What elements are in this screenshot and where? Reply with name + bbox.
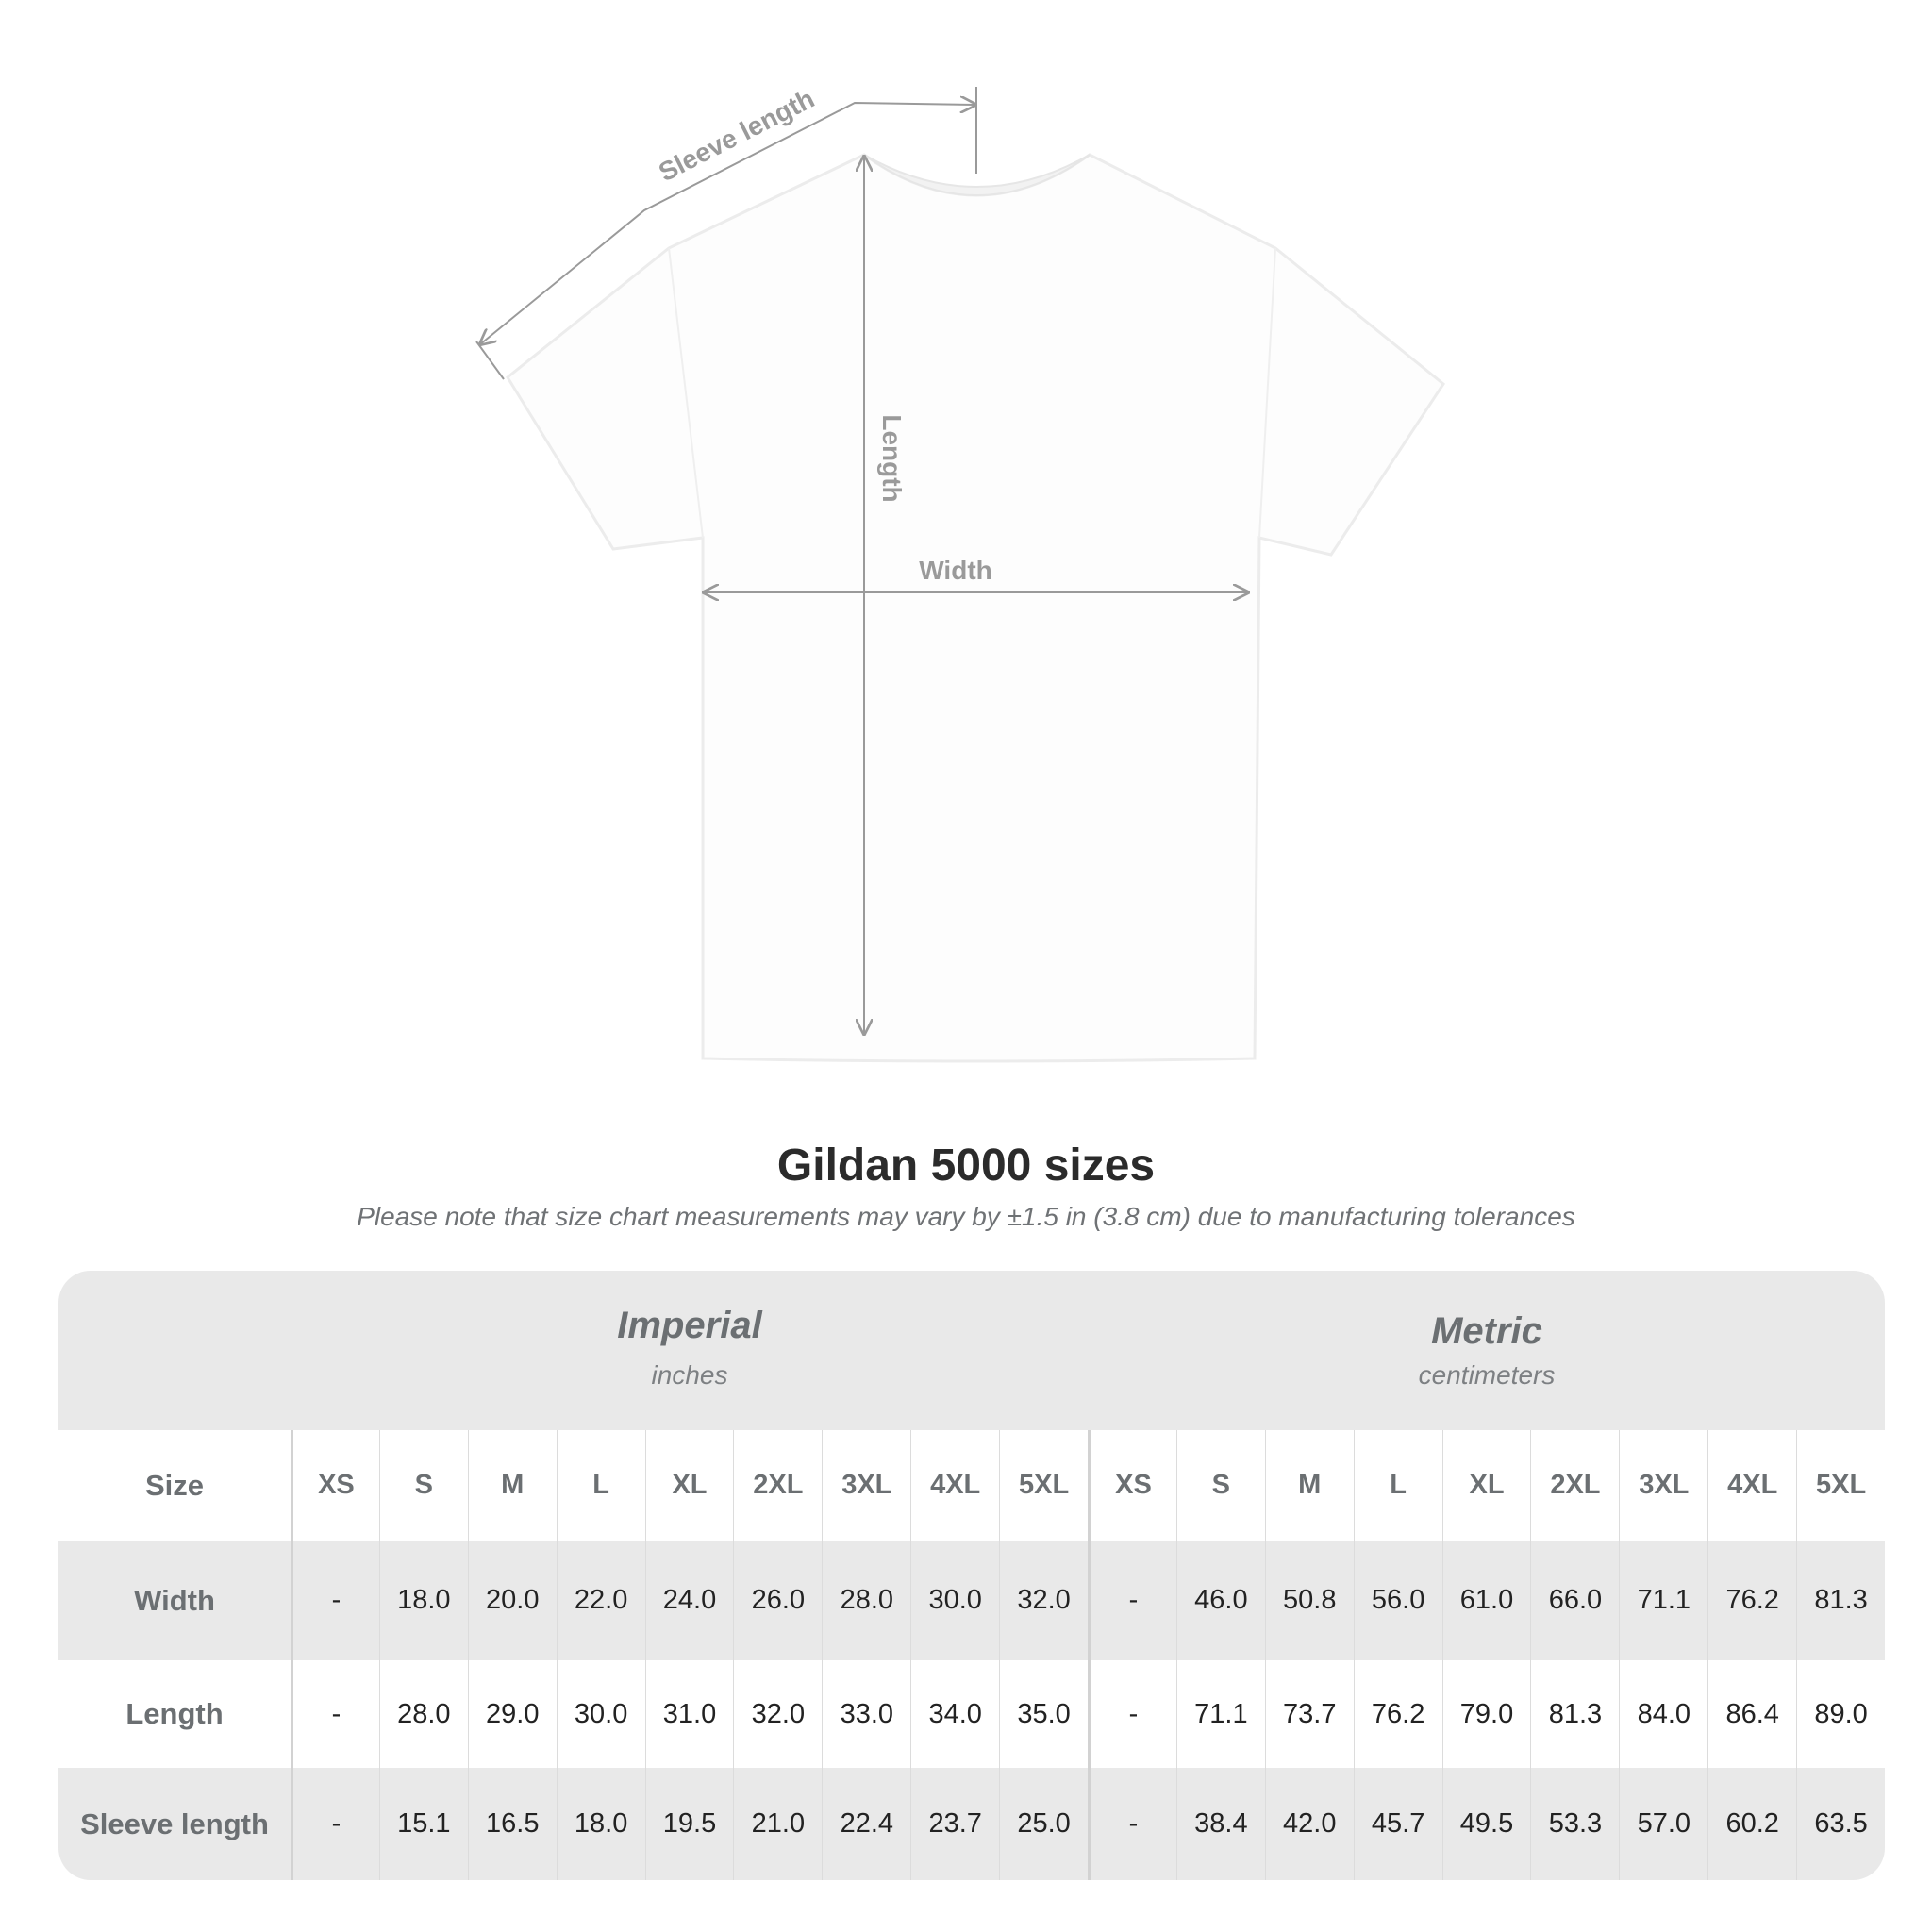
tshirt-shape bbox=[506, 153, 1445, 1063]
metric-value: 89.0 bbox=[1796, 1660, 1885, 1768]
page-title: Gildan 5000 sizes bbox=[776, 1141, 1156, 1191]
imperial-value: 29.0 bbox=[467, 1660, 557, 1768]
metric-value: 76.2 bbox=[1707, 1541, 1796, 1660]
imperial-value: 28.0 bbox=[378, 1660, 468, 1768]
metric-value: 73.7 bbox=[1264, 1660, 1354, 1768]
imperial-value: 18.0 bbox=[378, 1541, 468, 1660]
metric-value: 81.3 bbox=[1530, 1660, 1619, 1768]
imperial-value: 20.0 bbox=[467, 1541, 557, 1660]
imperial-value: 34.0 bbox=[910, 1660, 999, 1768]
tshirt-diagram: Length Width Sleeve length bbox=[475, 84, 1445, 1063]
size-imperial-xs: XS bbox=[291, 1430, 379, 1541]
imperial-value: 28.0 bbox=[822, 1541, 910, 1660]
size-metric-s: S bbox=[1175, 1430, 1265, 1541]
imperial-header: Imperial inches bbox=[617, 1305, 762, 1390]
table-row: Sleeve length -15.1 16.5 18.0 19.5 21.0 22.4 23… bbox=[58, 1768, 1885, 1880]
size-metric-4xl: 4XL bbox=[1707, 1430, 1796, 1541]
imperial-value: 35.0 bbox=[999, 1660, 1088, 1768]
metric-value: - bbox=[1088, 1541, 1176, 1660]
size-metric-5xl: 5XL bbox=[1796, 1430, 1885, 1541]
metric-value: 71.1 bbox=[1175, 1660, 1265, 1768]
imperial-value: 33.0 bbox=[822, 1660, 910, 1768]
imperial-value: 25.0 bbox=[999, 1768, 1088, 1880]
size-imperial-3xl: 3XL bbox=[822, 1430, 910, 1541]
metric-value: 49.5 bbox=[1441, 1768, 1531, 1880]
metric-value: - bbox=[1088, 1660, 1176, 1768]
imperial-value: 30.0 bbox=[910, 1541, 999, 1660]
size-imperial-4xl: 4XL bbox=[910, 1430, 999, 1541]
size-metric-3xl: 3XL bbox=[1619, 1430, 1707, 1541]
metric-value: 38.4 bbox=[1175, 1768, 1265, 1880]
size-metric-xs: XS bbox=[1088, 1430, 1176, 1541]
row-label: Sleeve length bbox=[80, 1807, 269, 1840]
metric-value: - bbox=[1088, 1768, 1176, 1880]
imperial-value: - bbox=[291, 1768, 379, 1880]
metric-value: 53.3 bbox=[1530, 1768, 1619, 1880]
imperial-value: 18.0 bbox=[556, 1768, 645, 1880]
size-imperial-s: S bbox=[378, 1430, 468, 1541]
metric-value: 86.4 bbox=[1707, 1660, 1796, 1768]
imperial-value: - bbox=[291, 1541, 379, 1660]
size-imperial-2xl: 2XL bbox=[733, 1430, 822, 1541]
metric-value: 56.0 bbox=[1353, 1541, 1442, 1660]
imperial-value: 31.0 bbox=[644, 1660, 734, 1768]
width-label: Width bbox=[919, 556, 992, 585]
size-imperial-5xl: 5XL bbox=[999, 1430, 1088, 1541]
imperial-value: 32.0 bbox=[733, 1660, 822, 1768]
row-label: Length bbox=[125, 1697, 224, 1730]
size-imperial-l: L bbox=[556, 1430, 645, 1541]
sleeve-length-label: Sleeve length bbox=[654, 84, 819, 188]
imperial-value: 30.0 bbox=[556, 1660, 645, 1768]
imperial-value: 24.0 bbox=[644, 1541, 734, 1660]
metric-value: 60.2 bbox=[1707, 1768, 1796, 1880]
metric-value: 81.3 bbox=[1796, 1541, 1885, 1660]
imperial-value: 23.7 bbox=[910, 1768, 999, 1880]
metric-value: 42.0 bbox=[1264, 1768, 1354, 1880]
size-label: Size bbox=[144, 1468, 205, 1502]
length-label: Length bbox=[877, 414, 907, 502]
metric-value: 45.7 bbox=[1353, 1768, 1442, 1880]
metric-header: Metric centimeters bbox=[1418, 1310, 1556, 1390]
imperial-value: 26.0 bbox=[733, 1541, 822, 1660]
metric-value: 46.0 bbox=[1175, 1541, 1265, 1660]
size-header-row: Size XS S M L XL 2XL 3XL 4XL 5XL XS S M L XL 2XL 3XL 4XL 5… bbox=[58, 1430, 1885, 1541]
metric-value: 84.0 bbox=[1619, 1660, 1707, 1768]
size-imperial-xl: XL bbox=[644, 1430, 734, 1541]
metric-value: 50.8 bbox=[1264, 1541, 1354, 1660]
table-row: Length -28.0 29.0 30.0 31.0 32.0 33.0 34.0 35.0-… bbox=[58, 1660, 1885, 1768]
imperial-value: - bbox=[291, 1660, 379, 1768]
table-row: Width -18.0 20.0 22.0 24.0 26.0 28.0 30.0 32.0-4… bbox=[58, 1541, 1885, 1660]
metric-value: 66.0 bbox=[1530, 1541, 1619, 1660]
sleeve-measure-line bbox=[480, 103, 975, 344]
imperial-value: 15.1 bbox=[378, 1768, 468, 1880]
size-metric-m: M bbox=[1264, 1430, 1354, 1541]
metric-value: 63.5 bbox=[1796, 1768, 1885, 1880]
metric-value: 76.2 bbox=[1353, 1660, 1442, 1768]
imperial-value: 21.0 bbox=[733, 1768, 822, 1880]
metric-value: 79.0 bbox=[1441, 1660, 1531, 1768]
imperial-value: 22.4 bbox=[822, 1768, 910, 1880]
tolerance-note: Please note that size chart measurements… bbox=[357, 1202, 1575, 1231]
imperial-value: 19.5 bbox=[644, 1768, 734, 1880]
size-metric-xl: XL bbox=[1441, 1430, 1531, 1541]
size-metric-2xl: 2XL bbox=[1530, 1430, 1619, 1541]
size-chart-table: Imperial inches Metric centimeters Size X… bbox=[58, 1271, 1885, 1880]
size-metric-l: L bbox=[1353, 1430, 1442, 1541]
imperial-value: 32.0 bbox=[999, 1541, 1088, 1660]
metric-value: 71.1 bbox=[1619, 1541, 1707, 1660]
imperial-value: 22.0 bbox=[556, 1541, 645, 1660]
metric-value: 61.0 bbox=[1441, 1541, 1531, 1660]
metric-value: 57.0 bbox=[1619, 1768, 1707, 1880]
row-label: Width bbox=[134, 1583, 215, 1617]
size-imperial-m: M bbox=[467, 1430, 557, 1541]
imperial-value: 16.5 bbox=[467, 1768, 557, 1880]
